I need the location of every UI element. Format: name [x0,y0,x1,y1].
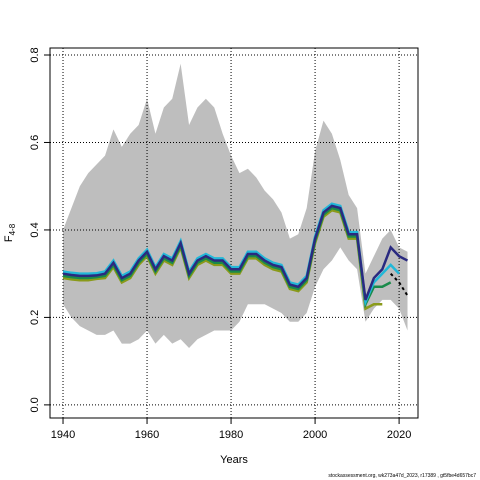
y-tick-label: 0.2 [29,310,41,325]
y-tick-label: 0.4 [29,222,41,237]
x-tick-label: 1980 [219,429,243,441]
confidence-band [63,63,408,349]
y-label-main: F [3,235,15,242]
y-axis-label: F4-8 [3,223,17,242]
x-tick-label: 2020 [387,429,411,441]
series-line [62,204,409,301]
footer: stockassessment.org, wk273a47d_2023, r17… [328,473,476,479]
x-axis-label: Years [220,454,248,466]
y-label-sub: 4-8 [8,223,17,235]
x-tick-label: 2000 [303,429,327,441]
y-tick-label: 0.6 [29,135,41,150]
x-tick-label: 1940 [51,429,75,441]
y-tick-label: 0.0 [29,397,41,412]
x-tick-label: 1960 [135,429,159,441]
y-tick-label: 0.8 [29,47,41,62]
plot-frame [49,47,419,419]
series-line [389,272,409,297]
